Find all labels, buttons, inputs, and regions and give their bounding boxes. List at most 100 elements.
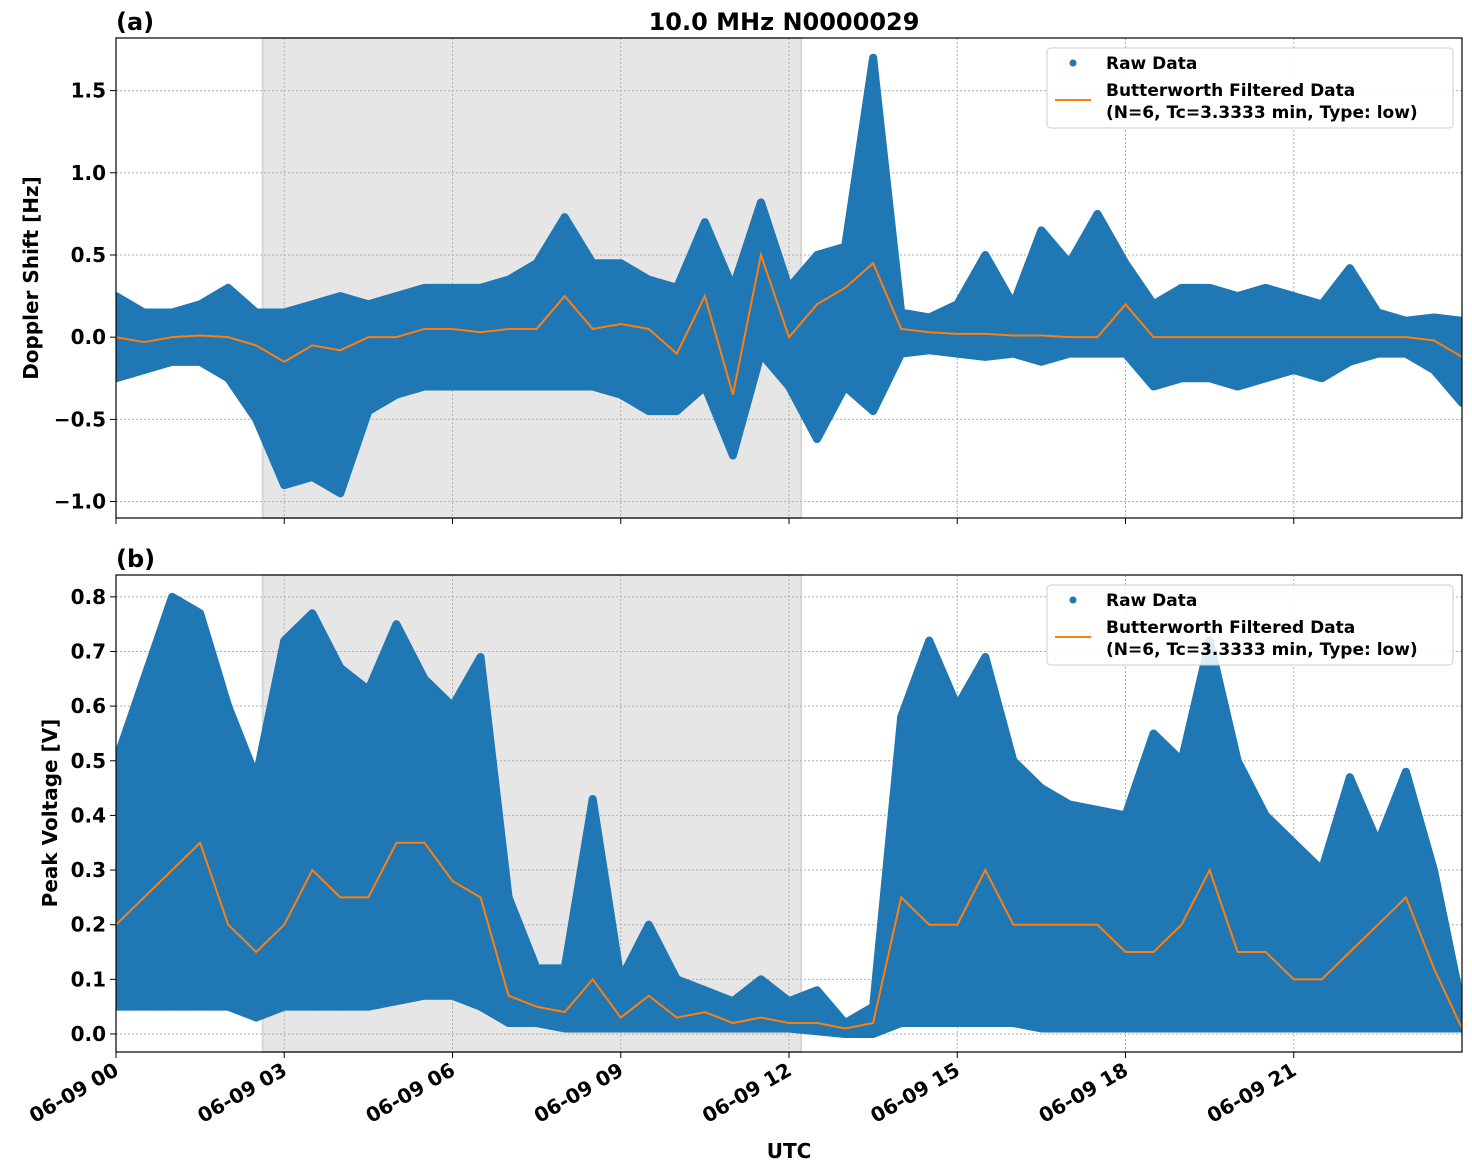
raw-data-point xyxy=(786,284,792,291)
panel-a-label: (a) xyxy=(116,8,154,36)
raw-data-point xyxy=(197,301,204,308)
raw-data-point xyxy=(842,1030,849,1037)
panel-b: 0.0 0.1 0.2 0.3 0.4 0.5 0.6 0.7 0.8 06-09 00 06-09… xyxy=(25,574,1463,1128)
raw-data-point xyxy=(337,1003,344,1010)
raw-data-point xyxy=(393,293,400,300)
raw-data-point xyxy=(169,309,176,316)
x-tick-label: 06-09 21 xyxy=(1203,1058,1301,1128)
y-tick-label: 0.8 xyxy=(71,585,106,609)
raw-data-point xyxy=(225,703,232,710)
raw-data-point xyxy=(1346,265,1353,272)
y-tick-label: −0.5 xyxy=(54,407,106,431)
raw-data-point xyxy=(1150,730,1157,737)
raw-data-point xyxy=(645,1025,652,1032)
raw-data-point xyxy=(814,1028,821,1035)
raw-data-point xyxy=(393,391,400,398)
raw-data-point xyxy=(757,1025,764,1032)
raw-data-point xyxy=(701,219,708,226)
x-axis-label: UTC xyxy=(767,1139,812,1163)
x-tick-label: 06-09 03 xyxy=(193,1058,291,1128)
raw-data-point xyxy=(757,976,764,983)
raw-data-point xyxy=(1262,1025,1269,1032)
raw-data-point xyxy=(954,301,961,308)
panel-a: −1.0 −0.5 0.0 0.5 1.0 1.5 Raw Data Butterworth … xyxy=(54,37,1463,524)
raw-data-point xyxy=(589,383,596,390)
raw-data-point xyxy=(421,675,428,682)
raw-data-point xyxy=(701,987,708,994)
raw-data-point xyxy=(617,976,624,983)
raw-data-point xyxy=(898,309,905,316)
raw-data-point xyxy=(309,473,316,480)
raw-data-point xyxy=(477,383,484,390)
raw-data-point xyxy=(393,621,400,628)
raw-data-point xyxy=(533,1020,540,1027)
raw-data-point xyxy=(169,1003,176,1010)
legend-filtered-label: Butterworth Filtered Data xyxy=(1106,81,1355,101)
legend-raw-label: Raw Data xyxy=(1106,591,1197,611)
raw-data-point xyxy=(1206,1025,1213,1032)
raw-data-point xyxy=(1318,867,1325,874)
raw-data-point xyxy=(1150,383,1157,390)
raw-data-point xyxy=(1430,314,1437,321)
raw-data-point xyxy=(141,367,148,374)
panel-b-ylabel: Peak Voltage [V] xyxy=(38,719,62,908)
raw-data-point xyxy=(1038,227,1045,234)
raw-data-point xyxy=(1094,350,1101,357)
raw-data-point xyxy=(561,383,568,390)
raw-data-point xyxy=(1430,367,1437,374)
raw-data-point xyxy=(1459,1003,1462,1010)
raw-data-point xyxy=(1178,284,1185,291)
raw-data-point xyxy=(1290,293,1297,300)
raw-data-point xyxy=(116,757,119,764)
legend-raw-label: Raw Data xyxy=(1106,54,1197,74)
x-tick-label: 06-09 00 xyxy=(25,1058,123,1128)
raw-data-point xyxy=(617,391,624,398)
raw-data-point xyxy=(842,383,849,390)
raw-data-point xyxy=(1122,350,1129,357)
legend-box xyxy=(1046,47,1454,129)
raw-data-point xyxy=(898,1020,905,1027)
plot-area xyxy=(116,592,1462,1038)
raw-data-point xyxy=(1374,1025,1381,1032)
raw-data-point xyxy=(561,1025,568,1032)
raw-data-point xyxy=(814,436,821,443)
raw-data-point xyxy=(926,1020,933,1027)
legend-raw-marker xyxy=(1069,59,1077,67)
raw-data-point xyxy=(1122,1025,1129,1032)
x-tick-label: 06-09 09 xyxy=(530,1058,628,1128)
raw-data-point xyxy=(421,383,428,390)
raw-data-point xyxy=(926,347,933,354)
legend-box xyxy=(1046,584,1454,666)
raw-data-point xyxy=(1094,1025,1101,1032)
raw-data-point xyxy=(337,293,344,300)
raw-data-point xyxy=(1346,358,1353,365)
raw-data-point xyxy=(954,1020,961,1027)
raw-data-point xyxy=(757,350,764,357)
y-tick-label: 0.6 xyxy=(71,694,106,718)
raw-data-point xyxy=(729,284,736,291)
raw-data-point xyxy=(337,490,344,497)
raw-data-point xyxy=(1346,774,1353,781)
raw-data-point xyxy=(253,309,260,316)
raw-data-point xyxy=(1178,375,1185,382)
raw-data-point xyxy=(365,301,372,308)
raw-data-point xyxy=(1010,301,1017,308)
x-tick-label: 06-09 12 xyxy=(698,1058,796,1128)
raw-data-point xyxy=(954,350,961,357)
raw-data-point xyxy=(253,1014,260,1021)
y-tick-label: 0.7 xyxy=(71,639,106,663)
raw-data-point xyxy=(898,350,905,357)
raw-data-point xyxy=(729,452,736,459)
raw-data-point xyxy=(197,610,204,617)
raw-data-point xyxy=(449,383,456,390)
raw-data-point xyxy=(589,796,596,803)
raw-data-point xyxy=(842,243,849,250)
raw-data-point xyxy=(281,309,288,316)
raw-data-point xyxy=(533,260,540,267)
raw-data-point xyxy=(1010,350,1017,357)
x-tick-label: 06-09 15 xyxy=(866,1058,964,1128)
raw-data-point xyxy=(1066,801,1073,808)
raw-data-point xyxy=(701,1025,708,1032)
raw-data-point xyxy=(1010,1020,1017,1027)
